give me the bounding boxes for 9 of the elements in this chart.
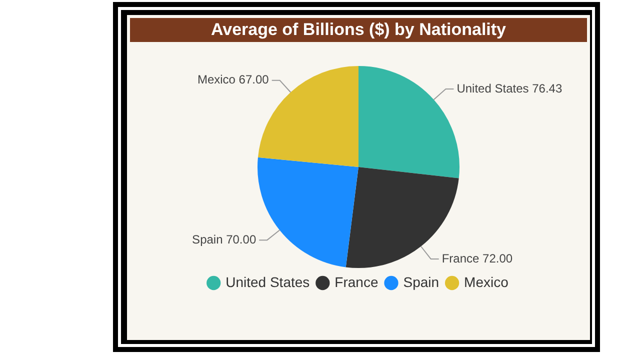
legend-label: France bbox=[334, 274, 378, 290]
legend-label: United States bbox=[226, 274, 310, 290]
category-label: Mexico 67.00 bbox=[197, 72, 269, 87]
legend-label: Mexico bbox=[464, 274, 509, 290]
chart-title: Average of Billions ($) by Nationality bbox=[130, 18, 587, 42]
legend-label: Spain bbox=[403, 274, 440, 290]
category-label: France 72.00 bbox=[442, 251, 513, 266]
category-label: Spain 70.00 bbox=[192, 232, 256, 246]
category-label: United States 76.43 bbox=[456, 81, 562, 96]
